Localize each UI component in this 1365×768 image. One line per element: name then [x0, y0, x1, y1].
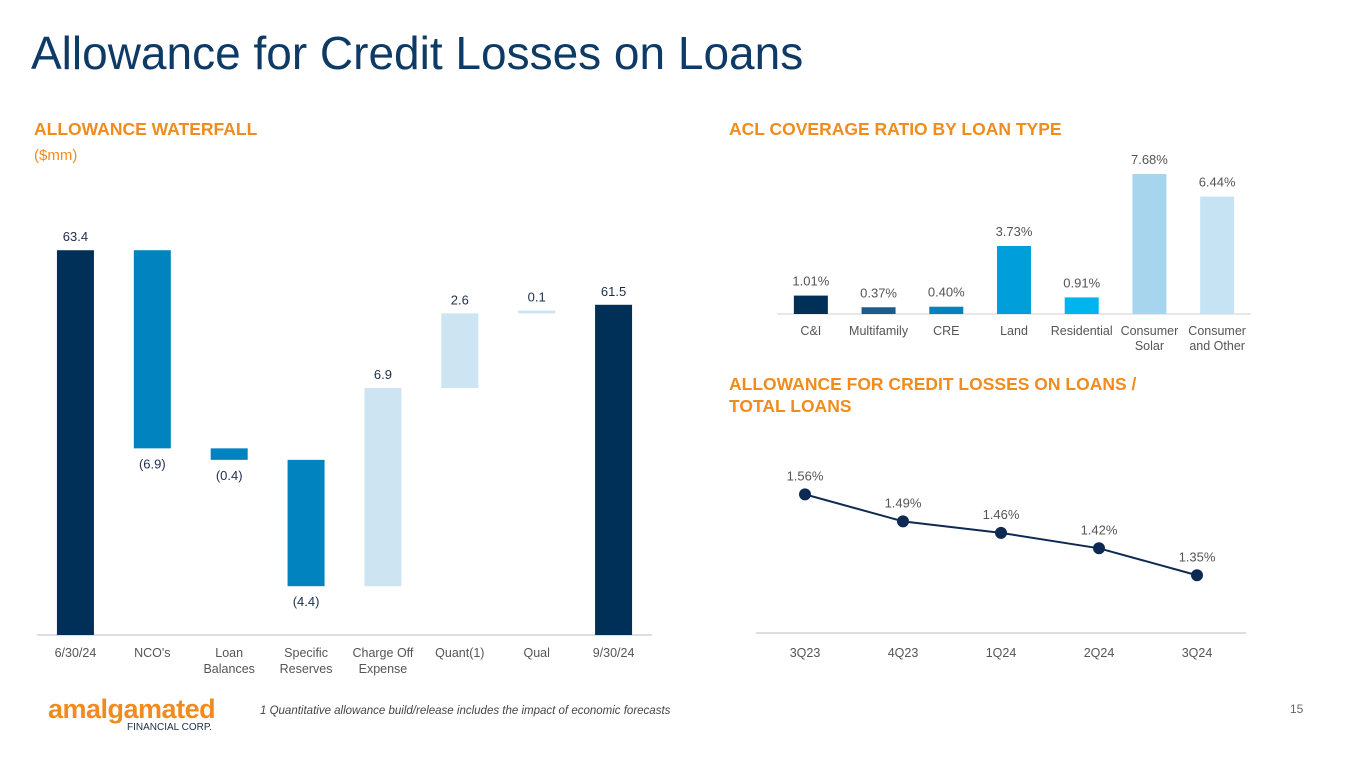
waterfall-bar-specific-reserves: [287, 459, 325, 587]
ratio-point-1q24: [995, 526, 1007, 539]
acl-data-label-consumer-and-other: 6.44%: [1199, 175, 1236, 190]
waterfall-data-label-qual: 0.1: [528, 290, 546, 305]
ratio-point-2q24: [1093, 542, 1105, 555]
acl-tick-label-residential: Residential: [1051, 324, 1113, 338]
ratio-tick-label-4q23: 4Q23: [888, 646, 919, 660]
ratio-point-3q24: [1191, 569, 1203, 582]
waterfall-tick-label-quant-1: Quant(1): [435, 646, 484, 660]
acl-coverage-title: ACL COVERAGE RATIO BY LOAN TYPE: [729, 119, 1062, 139]
allowance-ratio-title: ALLOWANCE FOR CREDIT LOSSES ON LOANS / T…: [729, 374, 1137, 416]
acl-tick-label-multifamily: Multifamily: [849, 324, 909, 338]
waterfall-tick-label-specific-reserves: Specific: [284, 646, 328, 660]
ratio-data-label-3q23: 1.56%: [787, 468, 824, 483]
acl-tick-label-consumer-and-other-line2: and Other: [1189, 339, 1245, 353]
acl-bar-cre: [929, 306, 964, 314]
ratio-data-label-2q24: 1.42%: [1081, 522, 1118, 537]
acl-bar-c-i: [793, 295, 828, 314]
waterfall-bar-quant-1: [441, 313, 479, 389]
acl-tick-label-consumer-solar-line2: Solar: [1135, 339, 1164, 353]
ratio-data-label-4q23: 1.49%: [885, 495, 922, 510]
waterfall-data-label-quant-1: 2.6: [451, 292, 469, 307]
waterfall-bar-qual: [518, 310, 556, 314]
ratio-data-label-3q24: 1.35%: [1179, 549, 1216, 564]
acl-data-label-cre: 0.40%: [928, 285, 965, 300]
acl-data-label-multifamily: 0.37%: [860, 285, 897, 300]
acl-data-label-residential: 0.91%: [1063, 275, 1100, 290]
company-logo: amalgamated FINANCIAL CORP.: [48, 694, 216, 733]
acl-tick-label-cre: CRE: [933, 324, 959, 338]
waterfall-tick-label-qual: Qual: [523, 646, 549, 660]
waterfall-bar-nco-s: [133, 250, 171, 449]
acl-data-label-land: 3.73%: [996, 224, 1033, 239]
logo-subtitle: FINANCIAL CORP.: [127, 722, 213, 733]
acl-data-label-c-i: 1.01%: [792, 274, 829, 289]
acl-tick-label-consumer-solar: Consumer: [1121, 324, 1179, 338]
waterfall-data-label-6-30-24: 63.4: [63, 229, 88, 244]
waterfall-bar-6-30-24: [56, 250, 94, 635]
waterfall-tick-label-loan-balances: Loan: [215, 646, 243, 660]
acl-data-label-consumer-solar: 7.68%: [1131, 152, 1168, 167]
acl-bar-multifamily: [861, 307, 896, 314]
waterfall-tick-label-6-30-24: 6/30/24: [55, 646, 97, 660]
waterfall-data-label-charge-off-expense: 6.9: [374, 367, 392, 382]
waterfall-title: ALLOWANCE WATERFALL: [34, 119, 258, 139]
waterfall-tick-label-9-30-24: 9/30/24: [593, 646, 635, 660]
waterfall-tick-label-charge-off-expense: Charge Off: [352, 646, 413, 660]
waterfall-data-label-specific-reserves: (4.4): [293, 594, 320, 609]
ratio-tick-label-1q24: 1Q24: [986, 646, 1017, 660]
waterfall-data-label-9-30-24: 61.5: [601, 284, 626, 299]
ratio-tick-label-2q24: 2Q24: [1084, 646, 1115, 660]
acl-tick-label-land: Land: [1000, 324, 1028, 338]
waterfall-tick-label-charge-off-expense-line2: Expense: [359, 662, 408, 676]
waterfall-tick-label-loan-balances-line2: Balances: [203, 662, 254, 676]
page-title: Allowance for Credit Losses on Loans: [31, 27, 804, 79]
ratio-point-4q23: [897, 515, 909, 528]
waterfall-unit-label: ($mm): [34, 147, 78, 164]
waterfall-bar-9-30-24: [595, 304, 633, 635]
waterfall-bar-charge-off-expense: [364, 388, 402, 587]
acl-bar-consumer-and-other: [1200, 196, 1235, 314]
footnote: 1 Quantitative allowance build/release i…: [260, 705, 671, 717]
logo-wordmark: amalgamated: [48, 694, 216, 724]
page-number: 15: [1290, 702, 1304, 716]
ratio-tick-label-3q24: 3Q24: [1182, 646, 1213, 660]
ratio-tick-label-3q23: 3Q23: [790, 646, 821, 660]
ratio-point-3q23: [799, 488, 811, 501]
waterfall-bar-loan-balances: [210, 448, 248, 460]
waterfall-data-label-nco-s: (6.9): [139, 456, 166, 471]
acl-bar-land: [997, 246, 1031, 314]
acl-tick-label-c-i: C&I: [800, 324, 821, 338]
acl-bar-consumer-solar: [1132, 174, 1167, 314]
waterfall-tick-label-nco-s: NCO's: [134, 646, 170, 660]
ratio-data-label-1q24: 1.46%: [983, 507, 1020, 522]
acl-bar-residential: [1064, 297, 1099, 314]
waterfall-tick-label-specific-reserves-line2: Reserves: [280, 662, 333, 676]
waterfall-data-label-loan-balances: (0.4): [216, 468, 243, 483]
acl-tick-label-consumer-and-other: Consumer: [1188, 324, 1246, 338]
